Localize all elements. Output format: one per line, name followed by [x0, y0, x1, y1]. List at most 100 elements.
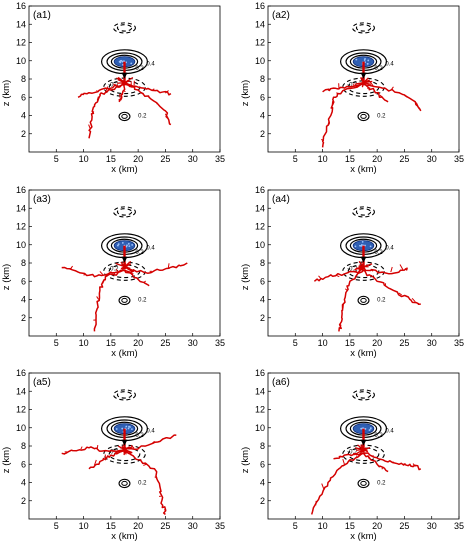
x-tick-label: 15 — [345, 338, 355, 348]
initiation-marker — [360, 439, 367, 446]
x-tick-label: 15 — [106, 154, 116, 164]
y-axis-label: z (km) — [240, 80, 251, 106]
panel-6: 5 10 15 20 25 30 35 2 4 6 8 10 12 14 16 x (km) z (km) (a6… — [240, 368, 464, 542]
upper-negative-contour — [355, 208, 372, 216]
contour-label: 0.2 — [377, 480, 386, 486]
x-tick-label: 15 — [345, 521, 355, 531]
y-tick-label: 6 — [260, 459, 265, 469]
x-tick-label: 5 — [54, 154, 59, 164]
y-tick-label: 14 — [16, 19, 26, 29]
leader-stub — [119, 77, 125, 84]
x-tick-label: 20 — [133, 154, 143, 164]
branch-spur — [355, 455, 358, 457]
leader-stub — [363, 77, 369, 84]
branch-spur — [96, 296, 100, 300]
positive-charge-dot — [354, 245, 357, 248]
y-tick-label: 2 — [21, 496, 26, 506]
contour-label: 0.2 — [138, 113, 147, 119]
positive-charge-dot — [126, 244, 128, 247]
contour-label: -0.2 — [108, 449, 119, 455]
y-tick-label: 2 — [260, 496, 265, 506]
leader-stub — [354, 82, 364, 85]
leader-stub — [363, 82, 372, 85]
bottom-positive-inner-contour — [360, 113, 367, 119]
x-tick-label: 35 — [215, 521, 225, 531]
panel-label: (a6) — [272, 377, 290, 388]
x-tick-label: 25 — [160, 338, 170, 348]
x-tick-label: 15 — [345, 154, 355, 164]
y-tick-label: 2 — [260, 129, 265, 139]
y-tick-label: 8 — [260, 258, 265, 268]
branch-spur — [369, 81, 374, 87]
discharge-branch — [118, 83, 126, 103]
x-tick-label: 15 — [106, 521, 116, 531]
discharge-channels — [61, 428, 177, 515]
discharge-branch — [321, 82, 364, 148]
discharge-branch — [124, 262, 188, 274]
panel-4: 5 10 15 20 25 30 35 2 4 6 8 10 12 14 16 x (km) z (km) (a4… — [240, 185, 464, 359]
y-tick-label: 12 — [16, 405, 26, 415]
x-tick-label: 5 — [293, 521, 298, 531]
x-tick-label: 10 — [79, 338, 89, 348]
positive-charge-dot — [115, 428, 118, 430]
y-tick-label: 14 — [255, 203, 265, 213]
positive-charge-dot — [131, 428, 133, 430]
discharge-branch — [333, 452, 364, 460]
y-tick-label: 14 — [16, 203, 26, 213]
positive-charge-dot — [121, 427, 124, 430]
discharge-branch — [313, 268, 364, 282]
positive-charge-dot — [360, 427, 363, 430]
x-tick-label: 20 — [133, 338, 143, 348]
panel-label: (a2) — [272, 10, 290, 21]
initiation-marker — [121, 439, 128, 446]
discharge-branch — [310, 452, 364, 515]
positive-charge-dot — [368, 429, 371, 431]
y-tick-label: 10 — [255, 240, 265, 250]
x-tick-label: 30 — [427, 338, 437, 348]
x-tick-label: 20 — [372, 154, 382, 164]
positive-charge-dot — [121, 60, 124, 63]
y-tick-label: 8 — [260, 441, 265, 451]
x-tick-label: 20 — [372, 338, 382, 348]
contour-label: 0.2 — [377, 113, 386, 119]
charge-contours: 0.20.4-0.20.2 — [100, 206, 155, 306]
x-axis-label: x (km) — [111, 164, 137, 175]
x-tick-label: 25 — [399, 521, 409, 531]
positive-charge-dot — [128, 245, 131, 247]
upper-negative-contour — [116, 391, 133, 399]
x-tick-label: 5 — [54, 338, 59, 348]
contour-label: 0.4 — [146, 428, 155, 434]
contour-label: -0.2 — [347, 449, 358, 455]
charge-contours: 0.20.4-0.20.2 — [100, 389, 155, 489]
x-tick-label: 35 — [454, 338, 464, 348]
x-tick-label: 25 — [160, 521, 170, 531]
discharge-branch — [123, 269, 150, 287]
y-tick-label: 16 — [16, 185, 26, 195]
upper-negative-contour — [355, 391, 372, 399]
panel-1: 5 10 15 20 25 30 35 2 4 6 8 10 12 14 16 x (km) z (km) (a1… — [1, 1, 225, 175]
y-tick-label: 10 — [255, 423, 265, 433]
x-axis-label: x (km) — [111, 531, 137, 542]
x-tick-label: 25 — [160, 154, 170, 164]
panel-label: (a4) — [272, 194, 290, 205]
discharge-branch — [88, 449, 125, 470]
positive-charge-dot — [127, 427, 130, 430]
discharge-branch — [93, 269, 125, 332]
leader-stub — [124, 80, 130, 84]
y-tick-label: 8 — [260, 74, 265, 84]
x-tick-label: 30 — [427, 154, 437, 164]
x-tick-label: 25 — [399, 338, 409, 348]
leader-stub — [117, 445, 125, 451]
y-tick-label: 6 — [21, 459, 26, 469]
positive-charge-dot — [119, 61, 122, 64]
y-tick-label: 4 — [21, 111, 26, 121]
initiation-marker — [121, 256, 128, 263]
panel-5: 5 10 15 20 25 30 35 2 4 6 8 10 12 14 16 x (km) z (km) (a5… — [1, 368, 225, 542]
discharge-branch — [322, 82, 364, 93]
positive-charge-dot — [360, 244, 362, 247]
x-tick-label: 35 — [454, 154, 464, 164]
discharge-branch — [363, 267, 408, 275]
positive-charge-dot — [127, 242, 130, 245]
discharge-channels — [310, 428, 422, 515]
leader-stub — [361, 446, 365, 450]
